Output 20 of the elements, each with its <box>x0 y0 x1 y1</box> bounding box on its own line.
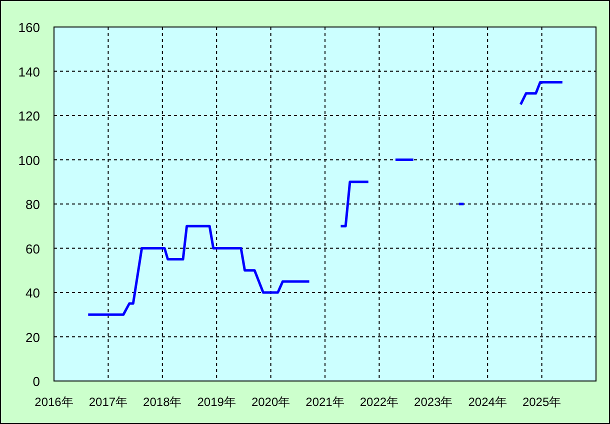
line-series <box>86 224 311 316</box>
x-tick-label: 2017年 <box>88 395 128 409</box>
y-tick-label: 20 <box>26 330 40 345</box>
y-tick-label: 120 <box>18 108 40 124</box>
x-tick-label: 2024年 <box>468 395 507 409</box>
x-tick-label: 2022年 <box>360 395 399 409</box>
x-tick-label: 2023年 <box>414 395 453 409</box>
y-tick-label: 40 <box>26 286 40 300</box>
y-tick-label: 100 <box>18 152 40 168</box>
y-tick-label: 80 <box>26 197 40 212</box>
x-tick-label: 2020年 <box>251 395 290 409</box>
x-tick-label: 2019年 <box>197 395 236 409</box>
x-tick-label: 2016年 <box>34 395 74 409</box>
y-tick-label: 0 <box>32 374 40 389</box>
y-tick-label: 140 <box>18 64 40 80</box>
y-tick-label: 160 <box>18 20 40 35</box>
x-tick-label: 2018年 <box>143 395 182 409</box>
x-tick-label: 2025年 <box>522 395 562 409</box>
x-tick-label: 2021年 <box>306 395 344 409</box>
y-tick-label: 60 <box>26 241 40 256</box>
